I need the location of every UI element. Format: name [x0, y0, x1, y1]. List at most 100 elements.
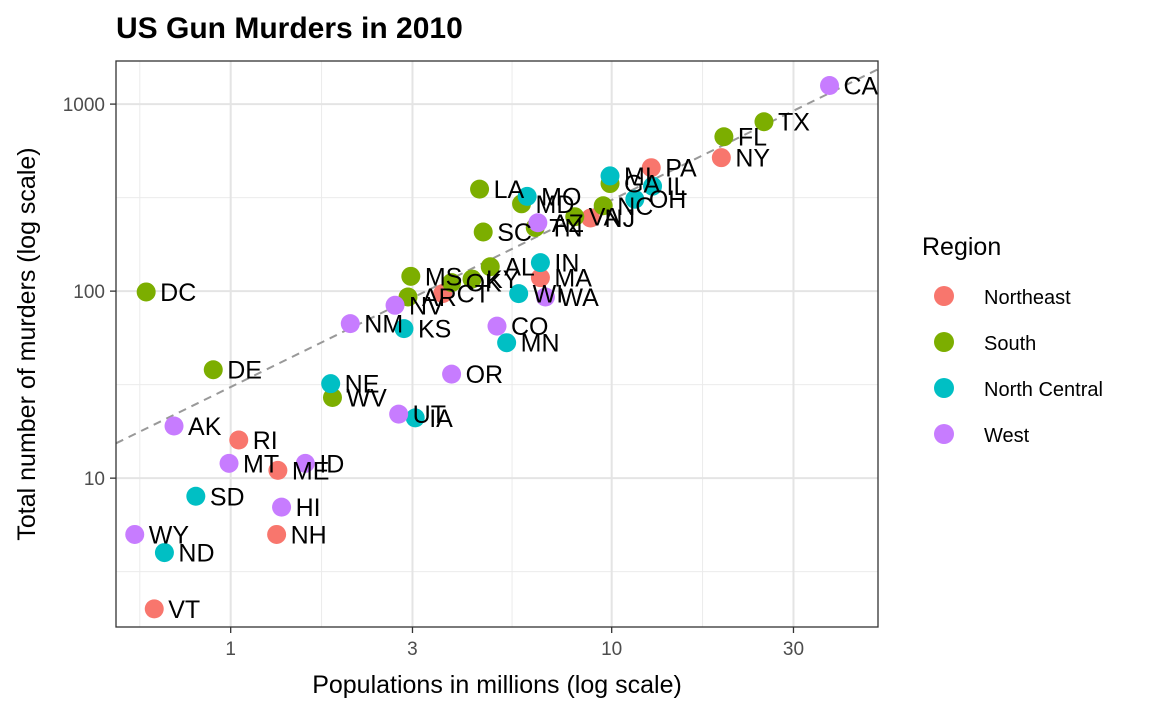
- y-axis-title: Total number of murders (log scale): [13, 147, 41, 540]
- point-label: WV: [346, 384, 387, 412]
- data-point: [528, 213, 548, 233]
- data-point: [643, 176, 663, 196]
- point-label: MO: [541, 183, 581, 211]
- data-point: [164, 416, 184, 436]
- data-point: [219, 453, 239, 473]
- data-point: [322, 387, 342, 407]
- data-point: [442, 273, 462, 293]
- data-point: [462, 269, 482, 289]
- data-point: [517, 186, 537, 206]
- point-label: NH: [291, 521, 327, 549]
- point-label: CA: [844, 73, 879, 101]
- data-point: [321, 374, 341, 394]
- y-tick-label: 1000: [63, 95, 105, 116]
- point-label: ID: [319, 450, 344, 478]
- point-label: VA: [589, 204, 621, 232]
- data-point: [442, 364, 462, 384]
- data-point: [267, 524, 287, 544]
- data-point: [268, 460, 288, 480]
- point-label: OR: [466, 361, 504, 389]
- data-point: [154, 543, 174, 563]
- data-point: [565, 207, 585, 227]
- point-label: ME: [292, 457, 330, 485]
- legend-label: West: [984, 425, 1030, 447]
- data-point: [186, 486, 206, 506]
- point-label: AZ: [552, 210, 584, 238]
- data-point: [144, 599, 164, 619]
- point-label: MD: [536, 191, 575, 219]
- point-label: DE: [227, 357, 262, 385]
- x-tick-label: 1: [225, 639, 236, 660]
- reference-line: [115, 68, 879, 445]
- point-label: VT: [168, 596, 200, 624]
- point-label: UT: [413, 401, 446, 429]
- point-label: KY: [486, 266, 520, 294]
- data-point: [820, 76, 840, 96]
- legend-key: [934, 332, 954, 352]
- data-point: [641, 158, 661, 178]
- data-point: [229, 430, 249, 450]
- point-label: IL: [667, 173, 688, 201]
- point-label: LA: [494, 176, 525, 204]
- point-label: TX: [778, 109, 810, 137]
- point-label: GA: [624, 171, 660, 199]
- data-point: [509, 284, 529, 304]
- point-label: HI: [296, 494, 321, 522]
- data-point: [593, 196, 613, 216]
- point-label: NV: [409, 292, 444, 320]
- point-label: MT: [243, 450, 279, 478]
- data-point: [754, 112, 774, 132]
- point-label: SC: [497, 219, 532, 247]
- data-point: [487, 316, 507, 336]
- data-point: [203, 360, 223, 380]
- y-tick-label: 10: [84, 469, 105, 490]
- point-label: AK: [188, 413, 222, 441]
- x-tick-label: 10: [601, 639, 622, 660]
- chart-title: US Gun Murders in 2010: [116, 12, 463, 45]
- point-label: WA: [559, 284, 599, 312]
- point-label: RI: [253, 427, 278, 455]
- legend-key: [934, 286, 954, 306]
- point-label: MS: [425, 263, 463, 291]
- data-point: [480, 257, 500, 277]
- data-point: [497, 333, 517, 353]
- legend-label: South: [984, 333, 1036, 355]
- point-label: OK: [466, 270, 502, 298]
- point-label: IA: [429, 405, 453, 433]
- point-label: MI: [624, 163, 652, 191]
- y-tick-label: 100: [73, 282, 105, 303]
- x-tick-label: 30: [783, 639, 804, 660]
- data-point: [711, 148, 731, 168]
- point-label: AL: [504, 254, 535, 282]
- point-label: WI: [533, 281, 564, 309]
- data-point: [295, 453, 315, 473]
- data-point: [385, 295, 405, 315]
- data-point: [600, 166, 620, 186]
- data-points: [125, 76, 840, 619]
- point-label: CT: [457, 281, 490, 309]
- reference-line-group: [115, 68, 879, 445]
- point-label: PA: [665, 155, 697, 183]
- point-label: IN: [554, 250, 579, 278]
- point-label: OH: [649, 186, 687, 214]
- legend-key: [934, 424, 954, 444]
- data-point: [401, 266, 421, 286]
- point-label: CO: [511, 313, 549, 341]
- data-point: [535, 287, 555, 307]
- data-point: [394, 319, 414, 339]
- data-point: [405, 408, 425, 428]
- point-label: FL: [738, 124, 767, 152]
- legend: Region Northeast South North Central West: [922, 233, 1103, 447]
- data-point: [389, 404, 409, 424]
- data-point: [625, 189, 645, 209]
- data-point: [272, 497, 292, 517]
- point-label: NY: [735, 145, 770, 173]
- x-axis-ticks: 1 3 10 30: [225, 627, 804, 660]
- data-point: [470, 179, 490, 199]
- data-point: [530, 253, 550, 273]
- major-gridlines: [116, 61, 878, 627]
- legend-label: Northeast: [984, 287, 1071, 309]
- point-label: MA: [554, 265, 592, 293]
